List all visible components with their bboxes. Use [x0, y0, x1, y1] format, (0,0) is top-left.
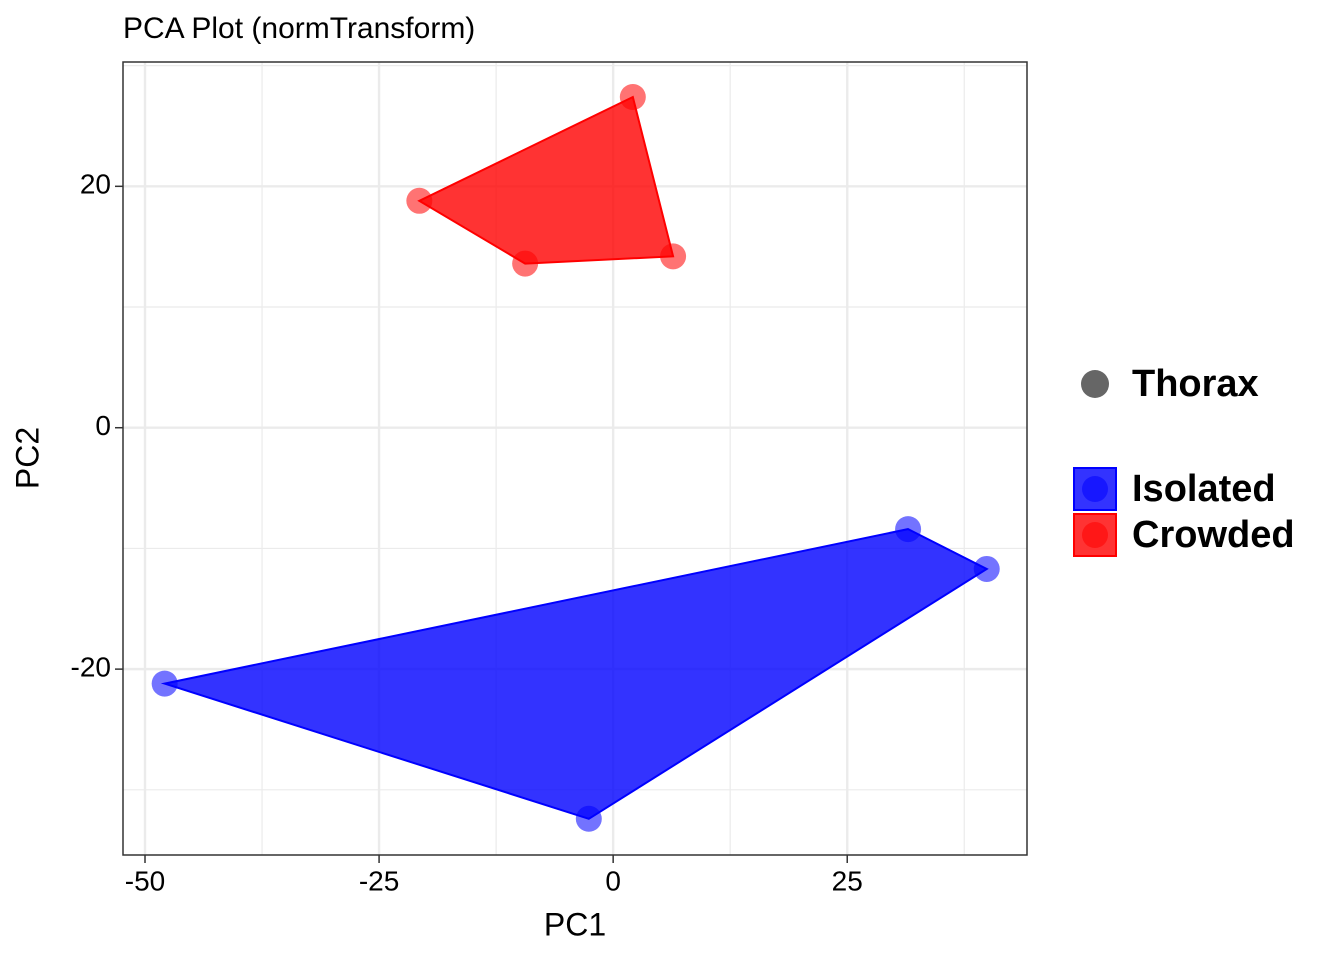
plot-border: [122, 61, 1028, 856]
legend-label: Thorax: [1132, 363, 1259, 405]
x-tick-label: -50: [125, 865, 165, 896]
legend-label: Isolated: [1132, 468, 1276, 510]
y-tick-label: 0: [95, 410, 111, 441]
x-tick-label: 0: [605, 865, 621, 896]
x-axis-label: PC1: [544, 906, 606, 942]
y-axis-label: PC2: [9, 427, 45, 489]
point: [973, 555, 1000, 582]
x-tick-label: 25: [832, 865, 863, 896]
point: [575, 805, 602, 832]
legend-point: [1082, 476, 1108, 502]
point: [619, 84, 646, 111]
point: [895, 516, 922, 543]
x-tick-label: -25: [359, 865, 399, 896]
point: [151, 670, 178, 697]
point: [512, 250, 539, 277]
legend-label: Crowded: [1132, 514, 1295, 556]
point: [406, 187, 433, 214]
chart-title: PCA Plot (normTransform): [123, 12, 475, 45]
legend-shape: [1081, 370, 1109, 398]
legend-point: [1082, 522, 1108, 548]
y-tick-label: 20: [80, 169, 111, 200]
point: [660, 243, 687, 270]
y-tick-label: -20: [71, 652, 111, 683]
